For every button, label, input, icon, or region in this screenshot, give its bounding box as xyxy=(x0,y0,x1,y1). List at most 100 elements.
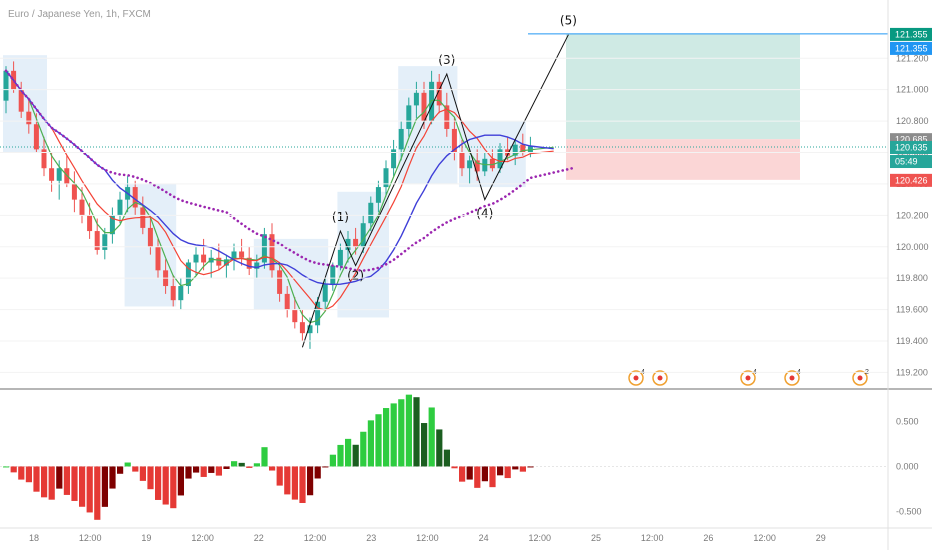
osc-bar xyxy=(109,466,116,489)
candle-body xyxy=(315,301,321,326)
candle-body xyxy=(231,251,237,260)
candle-body xyxy=(474,160,480,172)
osc-bar xyxy=(276,466,283,486)
price-tag-bg xyxy=(890,141,932,155)
elliott-waves: (1) (2) (3) (4) (5) xyxy=(301,14,577,348)
osc-bar xyxy=(48,466,55,500)
osc-bar xyxy=(200,466,207,477)
candle-body xyxy=(246,257,252,269)
event-dot xyxy=(657,375,663,381)
price-tag: 121.355 xyxy=(890,27,932,41)
osc-bar xyxy=(367,420,374,467)
candle-body xyxy=(26,111,32,125)
osc-bar xyxy=(261,447,268,467)
time-tick-label: 25 xyxy=(591,533,601,543)
time-tick-label: 19 xyxy=(141,533,151,543)
candle-body xyxy=(467,160,473,169)
wave-path xyxy=(301,34,569,348)
candle-body xyxy=(109,215,115,235)
candle-body xyxy=(185,262,191,287)
candle-body xyxy=(79,199,85,216)
event-marker: 4 xyxy=(628,369,645,386)
candle-body xyxy=(223,259,229,266)
osc-bar xyxy=(451,466,458,469)
candle-body xyxy=(56,168,62,181)
osc-bar xyxy=(246,466,253,468)
candle-body xyxy=(497,149,503,169)
osc-bar xyxy=(474,466,481,488)
range-box xyxy=(3,55,47,153)
osc-bar xyxy=(352,444,359,467)
event-dot xyxy=(857,375,863,381)
osc-bar xyxy=(519,466,526,472)
candle-body xyxy=(216,257,222,266)
osc-bar xyxy=(436,429,443,467)
moving-average-line xyxy=(5,70,554,324)
osc-bar xyxy=(497,466,504,476)
time-tick-label: 18 xyxy=(29,533,39,543)
time-tick-label: 29 xyxy=(816,533,826,543)
position-zones xyxy=(0,33,888,180)
price-tick-label: 119.800 xyxy=(896,273,928,283)
candle-body xyxy=(254,262,260,269)
candle-body xyxy=(201,254,207,263)
osc-bar xyxy=(383,408,390,467)
osc-bar xyxy=(398,399,405,467)
candle-body xyxy=(132,187,138,208)
osc-bar xyxy=(390,403,397,467)
candle-body xyxy=(147,227,153,247)
osc-bar xyxy=(337,444,344,467)
osc-bar xyxy=(443,449,450,467)
candle-body xyxy=(292,309,298,323)
price-tick-label: 121.200 xyxy=(896,53,929,63)
price-tag-bg xyxy=(890,155,932,169)
osc-bar xyxy=(504,466,511,479)
price-tick-label: 119.200 xyxy=(896,367,928,377)
candle-body xyxy=(71,183,77,200)
osc-bar xyxy=(25,466,32,483)
osc-bar xyxy=(193,466,200,473)
osc-bar xyxy=(466,466,473,480)
time-tick-label: 12:00 xyxy=(416,533,439,543)
osc-bar xyxy=(124,462,131,467)
target-zone xyxy=(566,33,800,140)
osc-bar xyxy=(215,466,222,476)
osc-bar xyxy=(208,466,215,473)
osc-bar xyxy=(459,466,466,482)
candle-body xyxy=(451,128,457,153)
event-dot xyxy=(633,375,639,381)
osc-bar xyxy=(101,466,108,507)
time-tick-label: 12:00 xyxy=(79,533,102,543)
candle-body xyxy=(261,234,267,263)
candle-body xyxy=(18,89,24,112)
time-tick-label: 12:00 xyxy=(304,533,327,543)
candle-body xyxy=(436,81,442,106)
osc-bar xyxy=(329,454,336,467)
osc-bar xyxy=(170,466,177,509)
price-tag: 121.355 xyxy=(890,41,932,55)
osc-bar xyxy=(345,438,352,467)
candle-body xyxy=(277,270,283,294)
osc-bar xyxy=(307,466,314,496)
time-tick-label: 12:00 xyxy=(529,533,552,543)
wave-label: (1) xyxy=(332,210,349,224)
candle-body xyxy=(413,92,419,106)
price-tag: 05:49 xyxy=(890,155,932,169)
price-tag-bg xyxy=(890,41,932,55)
osc-bar xyxy=(489,466,496,488)
price-tick-label: 120.000 xyxy=(896,242,929,252)
osc-bar xyxy=(139,466,146,481)
osc-bar xyxy=(63,466,70,495)
price-tag-bg xyxy=(890,27,932,41)
osc-bar xyxy=(79,466,86,507)
osc-bar xyxy=(117,466,124,474)
candle-body xyxy=(178,286,184,301)
candle-body xyxy=(102,234,108,250)
candle-body xyxy=(269,234,275,271)
candle-body xyxy=(284,293,290,310)
candle-body xyxy=(421,92,427,122)
candle-body xyxy=(368,202,374,224)
